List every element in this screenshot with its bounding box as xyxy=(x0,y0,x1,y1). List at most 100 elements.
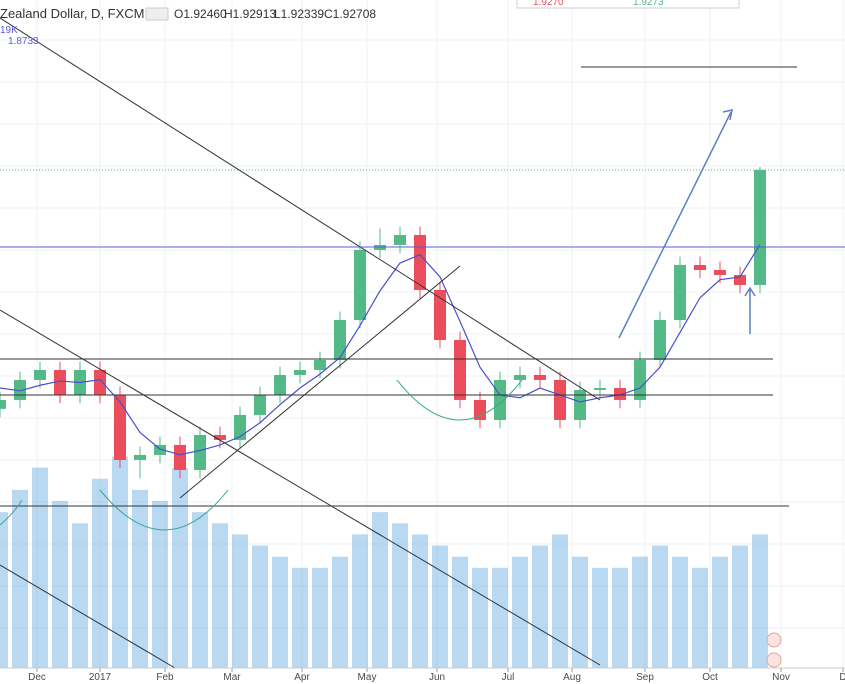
ma-label: 1.8733 xyxy=(8,36,39,47)
drawings xyxy=(0,17,845,669)
candle-body xyxy=(554,379,566,420)
event-icon[interactable] xyxy=(766,652,782,668)
candle-body xyxy=(574,389,586,420)
candle-body xyxy=(674,264,686,320)
candle-body xyxy=(134,454,146,460)
popup xyxy=(516,0,740,9)
volume-bar xyxy=(692,567,708,668)
candle-body xyxy=(754,169,766,285)
candle-body xyxy=(694,264,706,270)
candle-body xyxy=(614,388,626,400)
volume-bar xyxy=(752,534,768,668)
volume-bar xyxy=(12,489,28,668)
candle-body xyxy=(714,269,726,275)
volume-bar xyxy=(232,534,248,668)
x-tick-label: 2017 xyxy=(89,672,112,683)
volume-bar xyxy=(652,545,668,668)
volume-bar xyxy=(92,478,108,668)
candle-body xyxy=(34,369,46,380)
ohlc-open: O1.92460 xyxy=(174,7,227,21)
candle-body xyxy=(354,249,366,320)
volume-bar xyxy=(592,567,608,668)
volume-bar xyxy=(612,567,628,668)
volume-bar xyxy=(312,567,328,668)
volume-bar xyxy=(0,512,8,668)
popup-ask: 1.9273 xyxy=(633,0,664,8)
candle-body xyxy=(294,369,306,375)
volume-bar xyxy=(152,501,168,668)
candle-body xyxy=(174,444,186,470)
candle-body xyxy=(654,319,666,360)
volume-bar xyxy=(252,545,268,668)
event-icon[interactable] xyxy=(766,632,782,648)
x-tick-label: Jun xyxy=(429,672,445,683)
volume-bar xyxy=(672,556,688,668)
x-tick-label: Mar xyxy=(223,672,241,683)
volume-bar xyxy=(192,512,208,668)
candle-body xyxy=(434,289,446,340)
candle-body xyxy=(214,434,226,440)
volume-bar xyxy=(292,567,308,668)
ohlc-high: H1.92913 xyxy=(224,7,276,21)
candle-body xyxy=(94,369,106,395)
volume-bar xyxy=(392,523,408,668)
ohlc-close: C1.92708 xyxy=(324,7,376,21)
chart-title: Zealand Dollar, D, FXCM xyxy=(0,6,145,21)
candle-body xyxy=(394,234,406,245)
x-tick-label: Nov xyxy=(772,672,790,683)
x-tick-label: Aug xyxy=(563,672,581,683)
volume-bar xyxy=(412,534,428,668)
candle-body xyxy=(234,414,246,440)
x-tick-label: D xyxy=(839,672,845,683)
candle-body xyxy=(414,234,426,290)
candle-body xyxy=(274,374,286,395)
x-tick-label: Feb xyxy=(156,672,174,683)
volume-bar xyxy=(452,556,468,668)
volume-bar xyxy=(72,523,88,668)
candle-body xyxy=(334,319,346,360)
x-tick-label: Sep xyxy=(636,672,654,683)
volume-bar xyxy=(532,545,548,668)
volume-bar xyxy=(332,556,348,668)
volume-bar xyxy=(52,501,68,668)
candle-body xyxy=(454,339,466,400)
volume-bar xyxy=(632,556,648,668)
volume-bar xyxy=(512,556,528,668)
x-tick-label: May xyxy=(358,672,377,683)
volume-bar xyxy=(212,523,228,668)
volume-bar xyxy=(712,556,728,668)
candle-body xyxy=(734,274,746,285)
volume-bar xyxy=(732,545,748,668)
x-tick-label: Apr xyxy=(294,672,310,683)
candle-body xyxy=(314,359,326,370)
volume-bar xyxy=(372,512,388,668)
volume-bar xyxy=(472,567,488,668)
candle-body xyxy=(634,359,646,400)
popup-bid: 1.9270 xyxy=(533,0,564,8)
x-tick-label: Dec xyxy=(28,672,46,683)
volume-bar xyxy=(352,534,368,668)
volume-bar xyxy=(572,556,588,668)
ohlc-low: L1.92339 xyxy=(274,7,324,21)
candle-body xyxy=(534,374,546,380)
x-tick-label: Oct xyxy=(702,672,718,683)
volume-bar xyxy=(32,467,48,668)
candle-body xyxy=(154,444,166,455)
candle-body xyxy=(54,369,66,395)
volume-bar xyxy=(272,556,288,668)
candle-body xyxy=(514,374,526,380)
volume-bar xyxy=(492,567,508,668)
volume-label: 19K xyxy=(0,25,18,36)
volume-bar xyxy=(132,489,148,668)
candle-body xyxy=(594,388,606,390)
volume-bar xyxy=(552,534,568,668)
moving-average xyxy=(0,244,761,456)
candle-body xyxy=(254,394,266,415)
header-buttons[interactable] xyxy=(145,7,169,21)
volume-bar xyxy=(172,467,188,668)
candle-body xyxy=(194,434,206,470)
volume-bar xyxy=(112,456,128,668)
candle-body xyxy=(0,399,6,409)
volume-bar xyxy=(432,545,448,668)
